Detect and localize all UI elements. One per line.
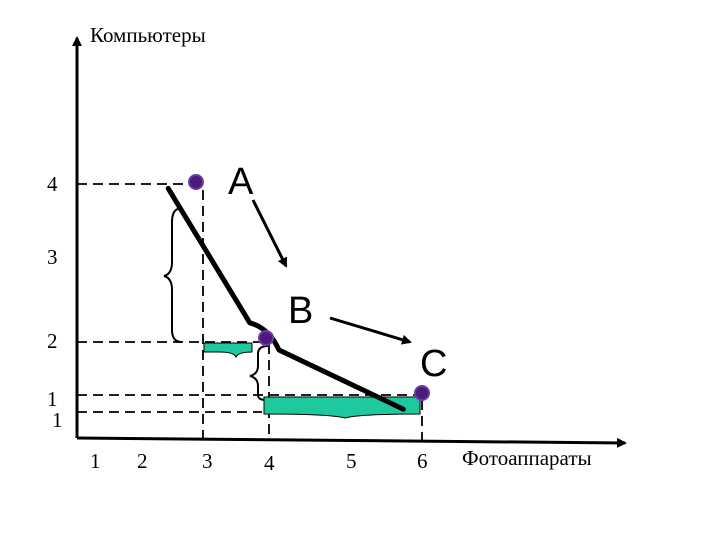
x-tick-label: 2 xyxy=(137,449,148,473)
y-tick-label: 1 xyxy=(52,408,63,432)
highlight-box-bc xyxy=(263,396,421,419)
x-axis-label: Фотоаппараты xyxy=(462,446,592,470)
point-c-marker xyxy=(414,385,430,401)
y-axis-label: Компьютеры xyxy=(90,23,206,47)
brace-right xyxy=(249,345,269,401)
brace-left xyxy=(163,207,183,343)
x-axis xyxy=(76,436,627,448)
x-tick-label: 1 xyxy=(90,449,101,473)
highlight-box-ab xyxy=(203,342,253,359)
x-tick-label: 5 xyxy=(346,449,357,473)
point-c-label: C xyxy=(420,343,447,385)
point-b-marker xyxy=(258,330,274,346)
point-a-label: A xyxy=(228,161,254,203)
ppf-curve xyxy=(165,185,406,412)
point-markers xyxy=(188,174,430,401)
y-tick-label: 1 xyxy=(47,387,58,411)
point-a-marker xyxy=(188,174,204,190)
x-tick-label: 4 xyxy=(264,451,275,475)
y-tick-label: 4 xyxy=(47,172,58,196)
point-b-label: B xyxy=(288,290,313,332)
x-tick-label: 3 xyxy=(202,449,213,473)
y-tick-label: 3 xyxy=(47,245,58,269)
y-tick-label: 2 xyxy=(47,329,58,353)
arrow-b-to-c xyxy=(329,316,412,345)
guide-lines xyxy=(77,183,423,440)
arrow-a-to-b xyxy=(251,199,288,268)
x-tick-label: 6 xyxy=(417,449,428,473)
